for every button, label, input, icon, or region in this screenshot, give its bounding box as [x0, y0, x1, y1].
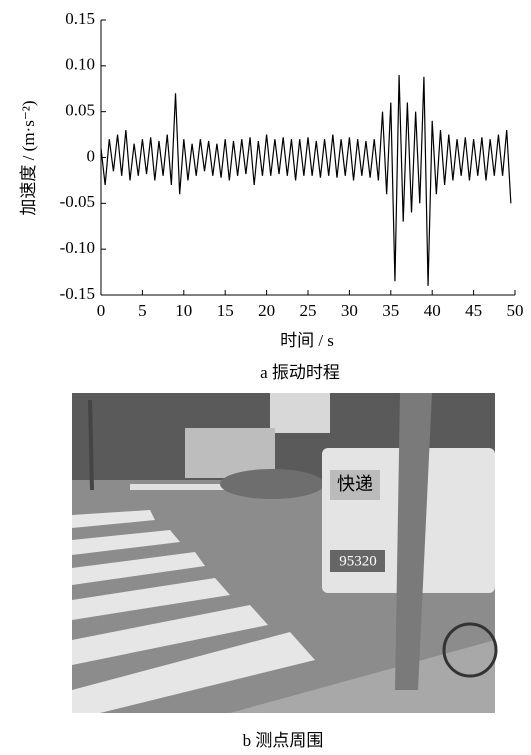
x-tick-label: 45 [465, 301, 482, 320]
photo-text: 95320 [339, 553, 377, 569]
x-tick-label: 50 [507, 301, 524, 320]
x-tick-label: 40 [424, 301, 441, 320]
y-tick-label: 0.15 [65, 9, 95, 28]
figure: 加速度 / (m·s⁻²) 时间 / s a 振动时程 快递 95320 b 测… [0, 0, 531, 755]
sign-pole [90, 400, 92, 490]
caption: a 振动时程 [260, 363, 340, 382]
x-tick-label: 5 [138, 301, 147, 320]
signal-line [101, 75, 511, 286]
y-tick-label: 0.05 [65, 101, 95, 120]
x-tick-label: 15 [217, 301, 234, 320]
x-tick-label: 10 [175, 301, 192, 320]
x-tick-label: 20 [258, 301, 275, 320]
x-tick-label: 30 [341, 301, 358, 320]
y-tick-label: 0.10 [65, 55, 95, 74]
x-axis-label: 时间 / s [280, 331, 334, 350]
y-tick-label: 0 [87, 146, 96, 165]
far-stripes [130, 484, 230, 490]
building [270, 393, 330, 433]
taxi [220, 469, 324, 499]
photo-text: 快递 [337, 474, 373, 494]
x-tick-label: 35 [382, 301, 399, 320]
y-tick-label: -0.10 [60, 238, 95, 257]
caption: b 测点周围 [243, 731, 324, 750]
y-tick-label: -0.15 [60, 284, 95, 303]
photo: 快递 95320 [72, 393, 496, 713]
x-tick-label: 25 [300, 301, 317, 320]
y-tick-label: -0.05 [60, 192, 95, 211]
y-axis-label: 加速度 / (m·s⁻²) [19, 100, 38, 215]
x-tick-label: 0 [97, 301, 106, 320]
